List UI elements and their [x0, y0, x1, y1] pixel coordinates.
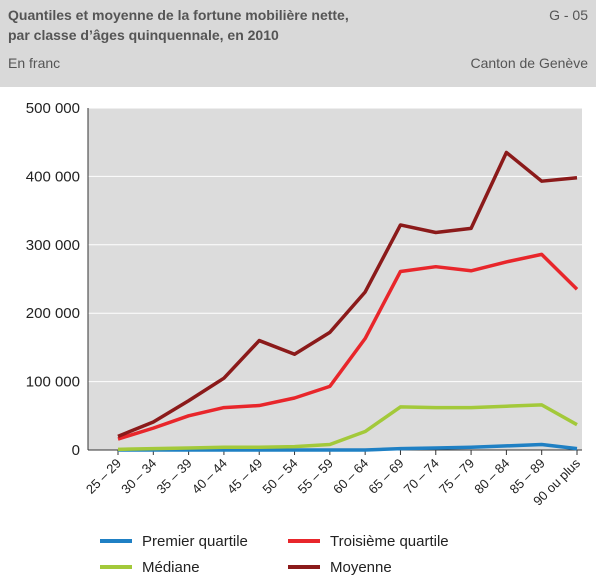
- series-line: [117, 150, 578, 438]
- x-tick-label: 25 – 29: [83, 456, 124, 497]
- chart-code: G - 05: [549, 7, 588, 23]
- x-tick-label: 60 – 64: [330, 456, 371, 497]
- y-tick-label: 0: [72, 442, 80, 459]
- x-tick-label: 50 – 54: [259, 456, 300, 497]
- y-tick-label: 200 000: [26, 305, 80, 322]
- y-tick-label: 500 000: [26, 100, 80, 117]
- header-background: [0, 0, 596, 87]
- legend-label: Premier quartile: [142, 533, 248, 550]
- series-line: [117, 403, 578, 452]
- x-tick-label: 65 – 69: [365, 456, 406, 497]
- x-tick-label: 40 – 44: [189, 456, 230, 497]
- x-tick-label: 35 – 39: [153, 456, 194, 497]
- legend-label: Médiane: [142, 559, 200, 576]
- chart-title: Quantiles et moyenne de la fortune mobil…: [8, 7, 349, 23]
- source: Canton de Genève: [470, 55, 588, 71]
- legend-label: Moyenne: [330, 559, 392, 576]
- legend-label: Troisième quartile: [330, 533, 449, 550]
- y-tick-label: 100 000: [26, 374, 80, 391]
- subtitle: En franc: [8, 55, 60, 71]
- x-tick-label: 30 – 34: [118, 456, 159, 497]
- y-tick-label: 300 000: [26, 237, 80, 254]
- x-tick-label: 55 – 59: [295, 456, 336, 497]
- series-line: [118, 442, 578, 452]
- plot-background: [88, 108, 582, 450]
- x-tick-label: 70 – 74: [401, 456, 442, 497]
- series-line: [117, 252, 579, 441]
- x-tick-label: 80 – 84: [471, 456, 512, 497]
- x-tick-label: 45 – 49: [224, 456, 265, 497]
- y-tick-label: 400 000: [26, 168, 80, 185]
- chart-title: par classe d’âges quinquennale, en 2010: [8, 27, 279, 43]
- x-tick-label: 75 – 79: [436, 456, 477, 497]
